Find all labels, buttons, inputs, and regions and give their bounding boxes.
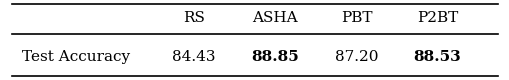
Text: PBT: PBT: [340, 11, 372, 25]
Text: 84.43: 84.43: [172, 50, 215, 64]
Text: RS: RS: [183, 11, 205, 25]
Text: ASHA: ASHA: [252, 11, 298, 25]
Text: Test Accuracy: Test Accuracy: [22, 50, 130, 64]
Text: 88.53: 88.53: [413, 50, 461, 64]
Text: 87.20: 87.20: [334, 50, 378, 64]
Text: P2BT: P2BT: [416, 11, 457, 25]
Text: 88.85: 88.85: [251, 50, 299, 64]
